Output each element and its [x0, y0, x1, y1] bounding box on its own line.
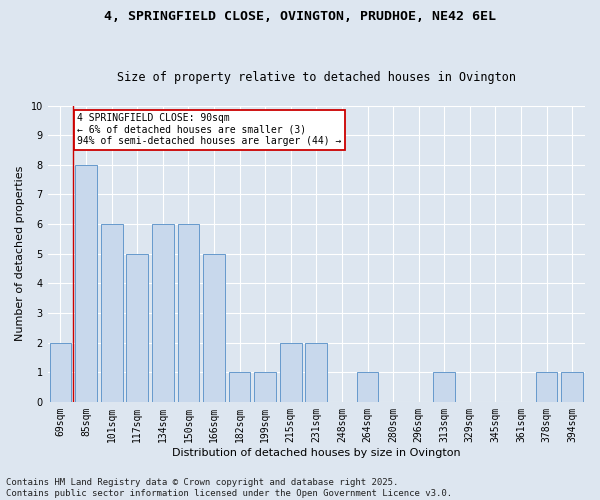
Text: 4, SPRINGFIELD CLOSE, OVINGTON, PRUDHOE, NE42 6EL: 4, SPRINGFIELD CLOSE, OVINGTON, PRUDHOE,… — [104, 10, 496, 23]
Bar — [433, 372, 455, 402]
Bar — [75, 165, 97, 402]
Bar — [50, 342, 71, 402]
Text: 4 SPRINGFIELD CLOSE: 90sqm
← 6% of detached houses are smaller (3)
94% of semi-d: 4 SPRINGFIELD CLOSE: 90sqm ← 6% of detac… — [77, 113, 341, 146]
Bar — [203, 254, 225, 402]
Bar — [229, 372, 250, 402]
Bar — [152, 224, 173, 402]
Title: Size of property relative to detached houses in Ovington: Size of property relative to detached ho… — [117, 70, 516, 84]
Bar — [536, 372, 557, 402]
Bar — [101, 224, 122, 402]
Bar — [356, 372, 379, 402]
Text: Contains HM Land Registry data © Crown copyright and database right 2025.
Contai: Contains HM Land Registry data © Crown c… — [6, 478, 452, 498]
X-axis label: Distribution of detached houses by size in Ovington: Distribution of detached houses by size … — [172, 448, 461, 458]
Bar — [254, 372, 276, 402]
Bar — [305, 342, 327, 402]
Bar — [127, 254, 148, 402]
Bar — [178, 224, 199, 402]
Bar — [280, 342, 302, 402]
Bar — [562, 372, 583, 402]
Y-axis label: Number of detached properties: Number of detached properties — [15, 166, 25, 342]
